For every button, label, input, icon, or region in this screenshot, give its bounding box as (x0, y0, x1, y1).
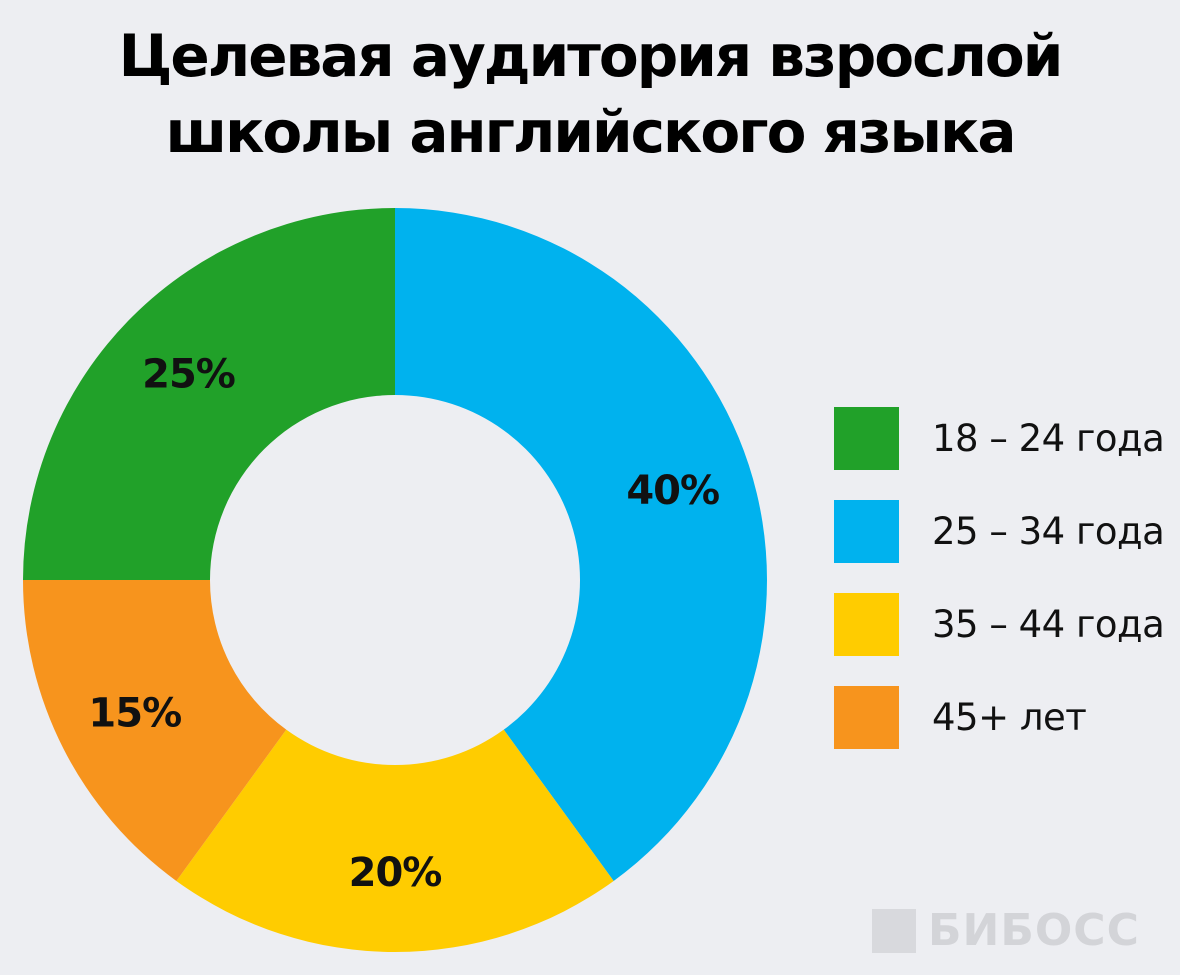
legend: 18 – 24 года 25 – 34 года 35 – 44 года 4… (834, 407, 1165, 779)
legend-swatch (834, 407, 899, 470)
chart-title-line-2: школы английского языка (165, 98, 1016, 166)
legend-item: 18 – 24 года (834, 407, 1165, 470)
donut-slice (23, 208, 395, 580)
watermark-logo: БИБОСС (872, 905, 1140, 956)
slice-value-label: 40% (626, 468, 719, 514)
legend-label: 45+ лет (932, 696, 1087, 739)
chart-title-line-1: Целевая аудитория взрослой (118, 22, 1064, 90)
watermark-text: БИБОСС (928, 905, 1140, 956)
legend-item: 25 – 34 года (834, 500, 1165, 563)
legend-label: 18 – 24 года (932, 417, 1165, 460)
legend-item: 35 – 44 года (834, 593, 1165, 656)
legend-item: 45+ лет (834, 686, 1164, 749)
legend-swatch (834, 593, 899, 656)
legend-label: 25 – 34 года (932, 510, 1165, 553)
legend-swatch (834, 686, 899, 749)
legend-swatch (834, 500, 899, 563)
legend-label: 35 – 44 года (932, 603, 1165, 646)
slice-value-label: 15% (88, 691, 181, 737)
chart-title: Целевая аудитория взрослой школы английс… (0, 18, 1180, 170)
slice-value-label: 25% (142, 352, 235, 398)
logo-square-icon (872, 908, 916, 953)
donut-slice (176, 729, 614, 953)
donut-slice (23, 580, 287, 881)
slice-value-label: 20% (349, 850, 442, 896)
donut-slice (395, 208, 768, 881)
